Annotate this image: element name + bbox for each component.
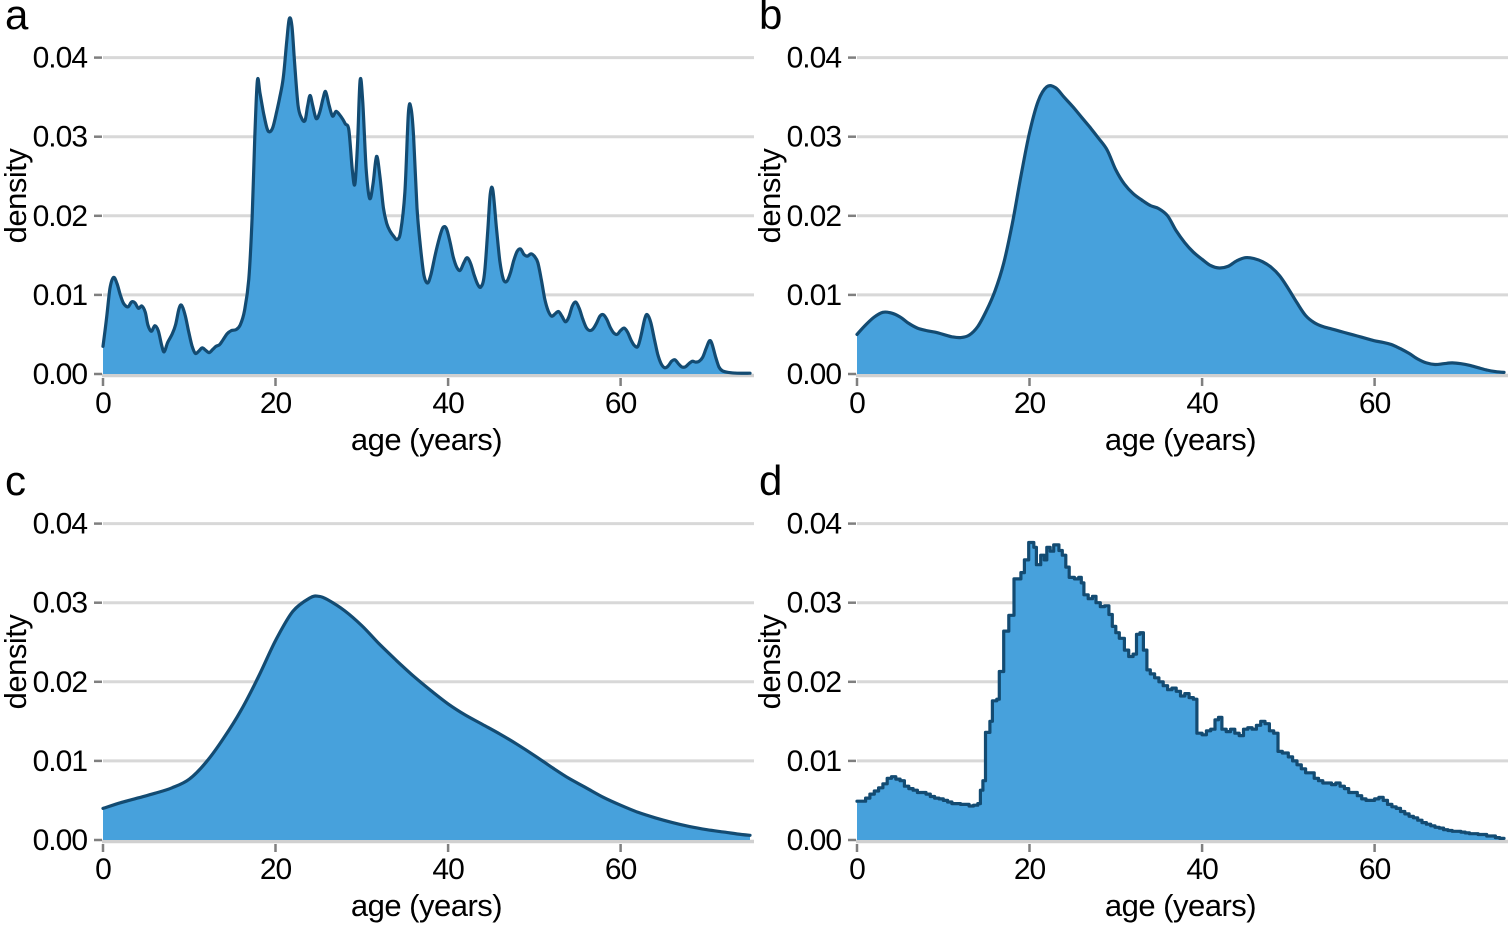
density-curve — [101, 16, 752, 375]
x-tick-label: 20 — [1014, 387, 1046, 420]
y-axis-title: density — [0, 148, 33, 244]
density-area — [103, 596, 750, 840]
x-tick-label: 0 — [849, 853, 865, 886]
x-tick-label: 20 — [260, 853, 292, 886]
x-tick-label: 40 — [432, 853, 464, 886]
panel-b-label: b — [759, 0, 782, 38]
y-tick-label: 0.03 — [787, 587, 842, 620]
x-tick-label: 60 — [605, 853, 637, 886]
y-tick-label: 0.02 — [787, 666, 842, 699]
x-axis-title: age (years) — [351, 888, 502, 923]
x-axis-title: age (years) — [1105, 422, 1256, 457]
density-area — [103, 17, 750, 374]
x-tick-label: 0 — [95, 387, 111, 420]
x-tick-label: 0 — [95, 853, 111, 886]
x-tick-label: 0 — [849, 387, 865, 420]
density-area — [857, 542, 1504, 840]
panel-c-label: c — [5, 457, 26, 504]
y-tick-label: 0.01 — [33, 745, 88, 778]
y-axis-title: density — [754, 148, 787, 244]
x-tick-label: 40 — [1186, 387, 1218, 420]
x-axis-title: age (years) — [351, 422, 502, 457]
y-tick-label: 0.00 — [33, 358, 88, 391]
panel-b: b 0.00 0.01 0.02 0.03 0.04 density 0 20 40 60 age … — [754, 0, 1508, 466]
panel-a-plot: 0.00 0.01 0.02 0.03 0.04 density 0 20 40 60 age (y… — [0, 16, 754, 457]
y-tick-label: 0.04 — [33, 508, 88, 541]
y-tick-label: 0.03 — [33, 587, 88, 620]
x-tick-label: 60 — [605, 387, 637, 420]
y-tick-label: 0.04 — [787, 42, 842, 75]
panel-c: c 0.00 0.01 0.02 0.03 0.04 density 0 20 40 60 age … — [0, 457, 754, 932]
y-tick-label: 0.03 — [33, 121, 88, 154]
y-tick-label: 0.02 — [33, 666, 88, 699]
x-tick-label: 60 — [1359, 853, 1391, 886]
panel-b-plot: 0.00 0.01 0.02 0.03 0.04 density 0 20 40 60 age (y… — [754, 42, 1508, 457]
panel-d-label: d — [759, 457, 782, 504]
y-axis-title: density — [0, 614, 33, 710]
x-tick-label: 40 — [432, 387, 464, 420]
x-tick-label: 20 — [260, 387, 292, 420]
density-curve — [101, 594, 752, 837]
panel-a: a 0.00 0.01 0.02 0.03 0.04 density 0 20 40 60 age … — [0, 0, 754, 466]
y-tick-label: 0.02 — [787, 200, 842, 233]
y-tick-label: 0.01 — [33, 279, 88, 312]
y-tick-label: 0.02 — [33, 200, 88, 233]
y-tick-label: 0.04 — [787, 508, 842, 541]
x-axis-title: age (years) — [1105, 888, 1256, 923]
panel-d-plot: 0.00 0.01 0.02 0.03 0.04 density 0 20 40 60 age (y… — [754, 508, 1508, 923]
panel-c-plot: 0.00 0.01 0.02 0.03 0.04 density 0 20 40 60 age (y… — [0, 508, 754, 923]
x-tick-label: 20 — [1014, 853, 1046, 886]
y-tick-label: 0.00 — [787, 358, 842, 391]
panel-a-label: a — [5, 0, 28, 38]
y-axis-title: density — [754, 614, 787, 710]
y-tick-label: 0.01 — [787, 279, 842, 312]
density-curve — [855, 84, 1506, 374]
y-tick-label: 0.00 — [33, 824, 88, 857]
y-tick-label: 0.00 — [787, 824, 842, 857]
y-tick-label: 0.04 — [33, 42, 88, 75]
density-area — [857, 85, 1504, 374]
x-tick-label: 40 — [1186, 853, 1218, 886]
x-tick-label: 60 — [1359, 387, 1391, 420]
y-tick-label: 0.03 — [787, 121, 842, 154]
panel-d: d 0.00 0.01 0.02 0.03 0.04 density 0 20 40 60 age … — [754, 457, 1508, 932]
density-curve — [855, 540, 1506, 840]
y-tick-label: 0.01 — [787, 745, 842, 778]
